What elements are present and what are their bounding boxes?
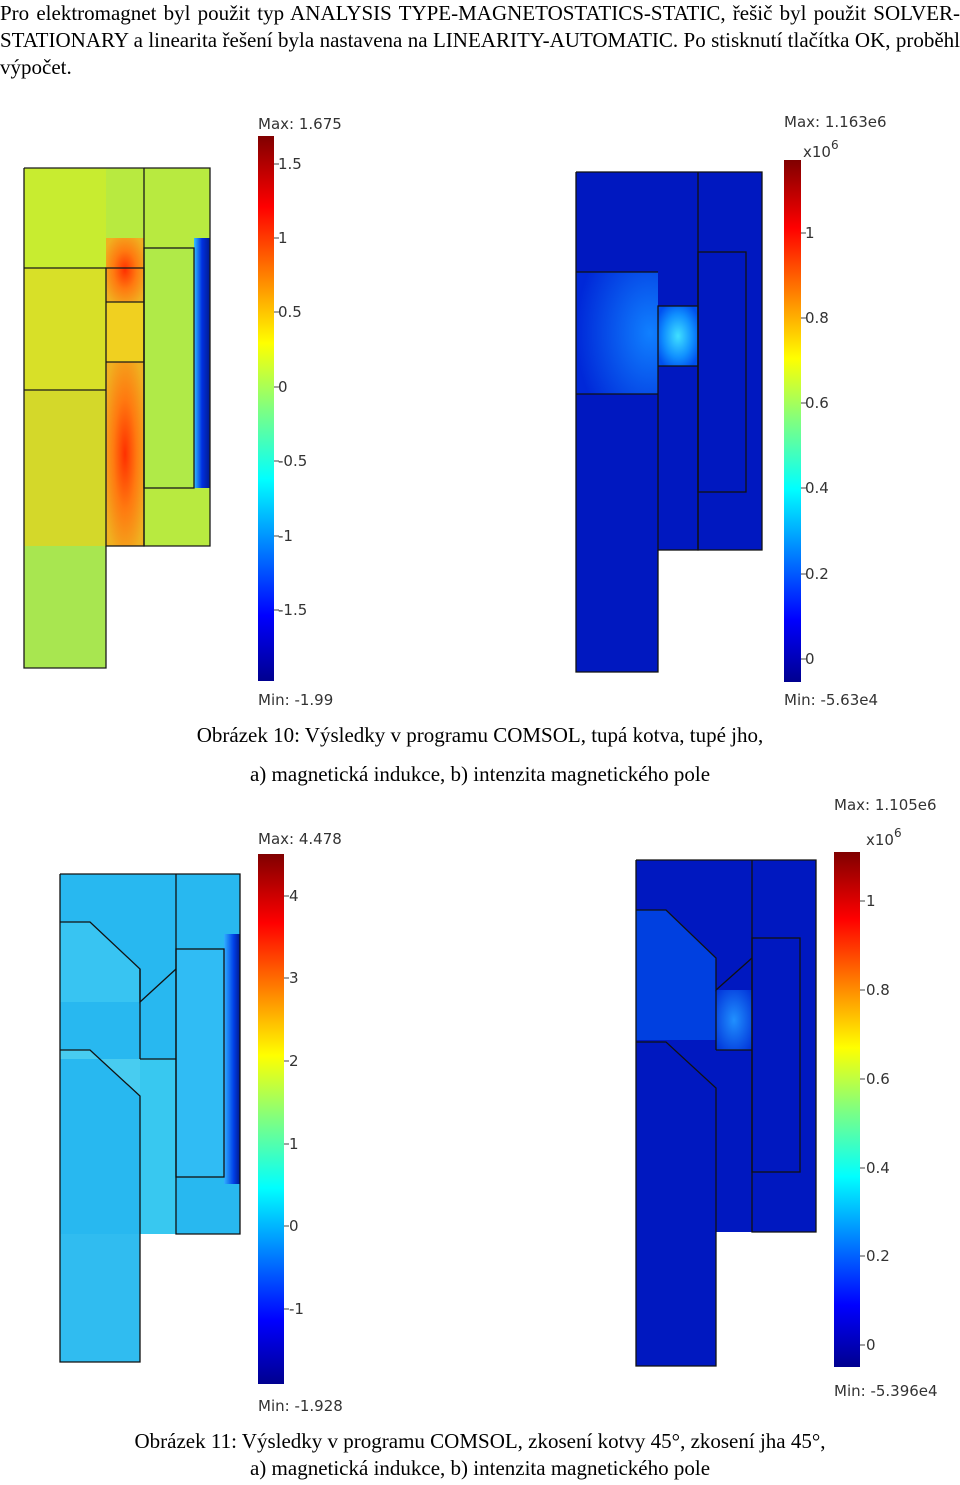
colorbar-tick-label: 0.5	[278, 303, 302, 321]
colorbar-min-label: Min: -5.396e4	[834, 1382, 938, 1400]
colorbar-tick-label: 1	[289, 1135, 299, 1153]
colorbar-max-label: Max: 4.478	[258, 830, 342, 848]
colorbar	[258, 136, 274, 681]
colorbar-min-label: Min: -5.63e4	[784, 691, 878, 709]
intro-paragraph: Pro elektromagnet byl použit typ ANALYSI…	[0, 1, 960, 79]
figure11-plot-b: Max: 1.105e6 x106 1 0.8 0.6 0.4 0.2 0 Mi…	[630, 790, 955, 1410]
colorbar-tick-label: 0.8	[805, 309, 829, 327]
colorbar-tick-label: -1	[289, 1300, 304, 1318]
colorbar	[258, 854, 284, 1384]
colorbar-tick-label: -1	[278, 527, 293, 545]
figure11-caption-line1: Obrázek 11: Výsledky v programu COMSOL, …	[134, 1429, 826, 1453]
figure10-plot-a: Max: 1.675 1.5 1 0.5 0 -0.5 -1 -1.5 Min:…	[18, 108, 378, 713]
colorbar-tick-label: -0.5	[278, 452, 307, 470]
figure11-plot-a: Max: 4.478 4 3 2 1 0 -1 Min: -1.928	[56, 824, 366, 1419]
colorbar	[784, 160, 801, 682]
colorbar-tick-label: 1	[805, 224, 815, 242]
colorbar-tick-label: 4	[289, 887, 299, 905]
colorbar-tick-label: 1	[866, 892, 876, 910]
figure10-plot-b: Max: 1.163e6 x106 1 0.8 0.6 0.4 0.2 0 Mi…	[572, 108, 942, 713]
colorbar-max-label: Max: 1.675	[258, 115, 342, 133]
colorbar-max-label: Max: 1.163e6	[784, 113, 887, 131]
colorbar-tick-label: 1.5	[278, 155, 302, 173]
colorbar-tick-label: 0.4	[805, 479, 829, 497]
colorbar-tick-label: 0	[278, 378, 288, 396]
colorbar-tick-label: 0.6	[805, 394, 829, 412]
colorbar-tick-label: 0	[805, 650, 815, 668]
colorbar-tick-label: -1.5	[278, 601, 307, 619]
figure10-caption-line1: Obrázek 10: Výsledky v programu COMSOL, …	[196, 723, 764, 747]
colorbar-multiplier: x106	[866, 826, 902, 849]
colorbar-tick-label: 0.2	[805, 565, 829, 583]
colorbar-min-label: Min: -1.928	[258, 1397, 343, 1415]
figure10-caption-line2: a) magnetická indukce, b) intenzita magn…	[249, 762, 711, 786]
colorbar-tick-label: 3	[289, 969, 299, 987]
colorbar-tick-label: 0	[289, 1217, 299, 1235]
figure11-caption-line2: a) magnetická indukce, b) intenzita magn…	[249, 1456, 711, 1480]
colorbar	[834, 852, 860, 1367]
colorbar-tick-label: 2	[289, 1052, 299, 1070]
colorbar-tick-label: 1	[278, 229, 288, 247]
colorbar-tick-label: 0.2	[866, 1247, 890, 1265]
colorbar-tick-label: 0.6	[866, 1070, 890, 1088]
colorbar-tick-label: 0.8	[866, 981, 890, 999]
colorbar-max-label: Max: 1.105e6	[834, 796, 937, 814]
colorbar-tick-label: 0.4	[866, 1159, 890, 1177]
colorbar-tick-label: 0	[866, 1336, 876, 1354]
colorbar-multiplier: x106	[803, 138, 839, 161]
colorbar-min-label: Min: -1.99	[258, 691, 333, 709]
